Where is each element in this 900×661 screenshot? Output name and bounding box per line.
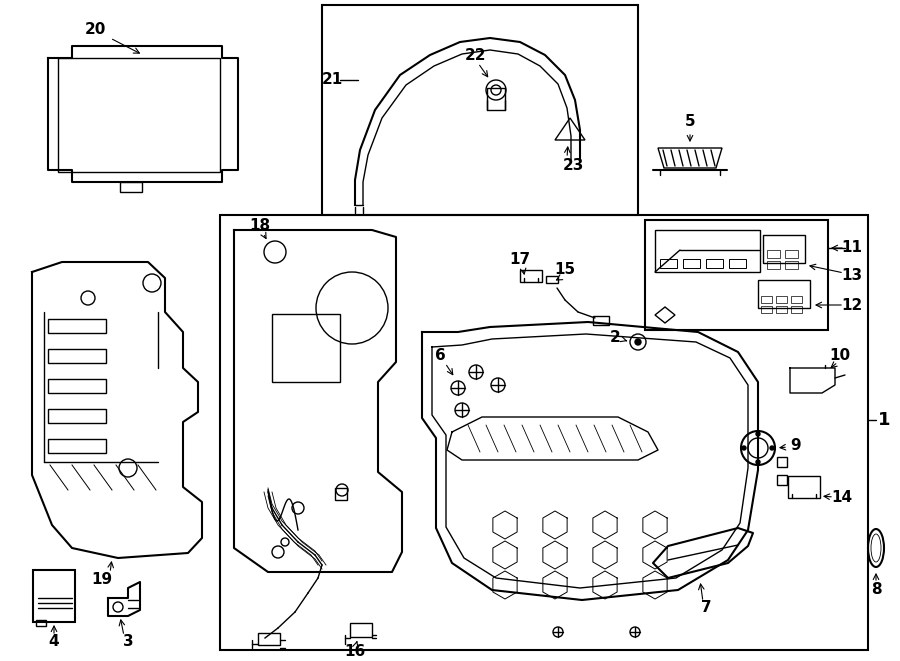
Bar bbox=[48, 349, 106, 363]
Bar bbox=[777, 457, 787, 467]
Bar bbox=[729, 259, 746, 268]
Bar bbox=[767, 261, 780, 269]
Circle shape bbox=[756, 432, 760, 436]
Bar bbox=[36, 620, 46, 626]
Bar bbox=[487, 88, 505, 110]
Text: 19: 19 bbox=[92, 572, 112, 588]
Text: 1: 1 bbox=[878, 411, 890, 429]
Polygon shape bbox=[658, 148, 722, 168]
Bar bbox=[335, 488, 347, 500]
Bar bbox=[660, 259, 677, 268]
Text: 3: 3 bbox=[122, 635, 133, 650]
Text: 17: 17 bbox=[509, 253, 531, 268]
Bar bbox=[776, 306, 787, 313]
Bar bbox=[546, 276, 558, 283]
Bar bbox=[761, 306, 772, 313]
Text: 12: 12 bbox=[842, 297, 862, 313]
Text: 14: 14 bbox=[832, 490, 852, 506]
Bar bbox=[120, 182, 142, 192]
Text: 5: 5 bbox=[685, 114, 696, 130]
Bar bbox=[777, 475, 787, 485]
Bar bbox=[645, 220, 828, 330]
Bar bbox=[272, 314, 340, 382]
Text: 18: 18 bbox=[249, 217, 271, 233]
Text: 10: 10 bbox=[830, 348, 850, 362]
Text: 7: 7 bbox=[701, 600, 711, 615]
Circle shape bbox=[635, 339, 641, 345]
Bar bbox=[761, 296, 772, 303]
Circle shape bbox=[770, 446, 774, 450]
Bar bbox=[48, 409, 106, 423]
Text: 15: 15 bbox=[554, 262, 576, 278]
Bar bbox=[791, 306, 802, 313]
Bar bbox=[593, 316, 609, 325]
Bar bbox=[520, 270, 542, 282]
Bar bbox=[655, 230, 760, 272]
Bar bbox=[706, 259, 723, 268]
Bar bbox=[350, 623, 372, 637]
Text: 2: 2 bbox=[609, 330, 620, 346]
Bar bbox=[767, 250, 780, 258]
Text: 16: 16 bbox=[345, 644, 365, 658]
Text: 21: 21 bbox=[321, 73, 343, 87]
Text: 22: 22 bbox=[464, 48, 486, 63]
Text: 6: 6 bbox=[435, 348, 446, 362]
Circle shape bbox=[756, 460, 760, 464]
Text: 11: 11 bbox=[842, 241, 862, 256]
Bar bbox=[776, 296, 787, 303]
Text: 20: 20 bbox=[85, 22, 105, 38]
Bar bbox=[33, 570, 75, 622]
Bar bbox=[763, 235, 805, 263]
Bar bbox=[788, 476, 820, 498]
Bar bbox=[785, 261, 798, 269]
Bar bbox=[48, 379, 106, 393]
Text: 8: 8 bbox=[870, 582, 881, 598]
Text: 9: 9 bbox=[791, 438, 801, 453]
Bar bbox=[785, 250, 798, 258]
Bar bbox=[48, 319, 106, 333]
Bar bbox=[220, 215, 868, 650]
Text: 4: 4 bbox=[49, 635, 59, 650]
Text: 13: 13 bbox=[842, 268, 862, 284]
Bar bbox=[683, 259, 700, 268]
Circle shape bbox=[742, 446, 746, 450]
Text: 23: 23 bbox=[562, 157, 584, 173]
Bar bbox=[58, 58, 220, 172]
Bar bbox=[258, 633, 280, 645]
Bar bbox=[48, 439, 106, 453]
Bar bbox=[758, 280, 810, 308]
Bar bbox=[322, 5, 638, 215]
Bar bbox=[791, 296, 802, 303]
